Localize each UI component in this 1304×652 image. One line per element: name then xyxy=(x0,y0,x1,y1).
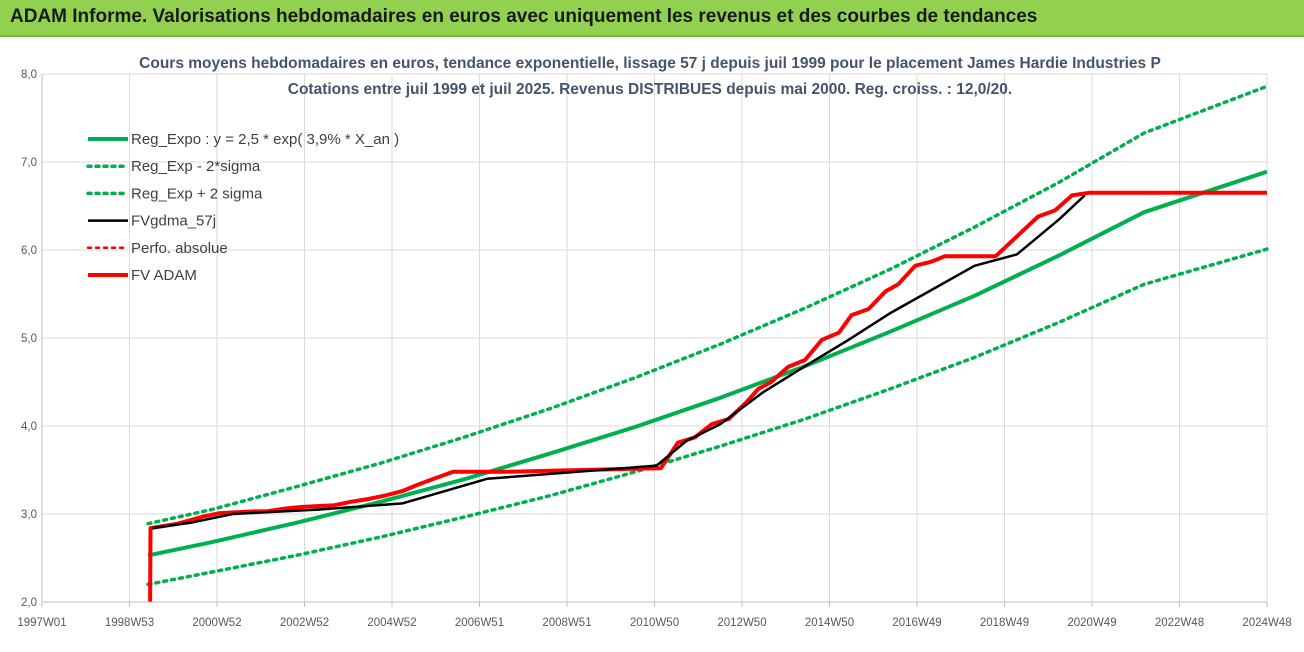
x-tick-label: 1997W01 xyxy=(17,617,66,629)
chart-title: Cours moyens hebdomadaires en euros, ten… xyxy=(139,55,1161,72)
series-line-reg-plus-2sigma xyxy=(146,84,1269,526)
y-tick-label: 8,0 xyxy=(21,69,37,81)
x-tick-label: 2024W48 xyxy=(1242,617,1291,629)
chart-legend: Reg_Expo : y = 2,5 * exp( 3,9% * X_an ) R… xyxy=(86,131,399,284)
series-line-reg-minus-2sigma xyxy=(146,247,1269,587)
x-tick-label: 2004W52 xyxy=(367,617,416,629)
y-tick-label: 5,0 xyxy=(21,333,37,345)
legend-label: Reg_Expo : y = 2,5 * exp( 3,9% * X_an ) xyxy=(131,131,399,148)
chart-series xyxy=(146,84,1269,603)
legend-label: Reg_Exp + 2 sigma xyxy=(131,185,263,202)
chart: 2,0 3,0 4,0 5,0 6,0 7,0 8,0 1997W01 1998W53 2000W… xyxy=(0,37,1304,652)
x-tick-label: 2002W52 xyxy=(280,617,329,629)
x-tick-label: 2018W49 xyxy=(980,617,1029,629)
page-title: ADAM Informe. Valorisations hebdomadaire… xyxy=(10,6,1038,27)
y-tick-label: 2,0 xyxy=(21,597,37,609)
y-tick-label: 3,0 xyxy=(21,509,37,521)
series-line-fvgdma xyxy=(152,194,1086,530)
legend-label: Reg_Exp - 2*sigma xyxy=(131,158,261,175)
y-tick-label: 7,0 xyxy=(21,157,37,169)
chart-grid xyxy=(41,73,1268,603)
chart-axes: 2,0 3,0 4,0 5,0 6,0 7,0 8,0 1997W01 1998W53 2000W… xyxy=(17,69,1291,629)
x-tick-label: 2020W49 xyxy=(1067,617,1116,629)
x-tick-label: 2008W51 xyxy=(542,617,591,629)
x-tick-label: 2012W50 xyxy=(717,617,766,629)
x-tick-label: 2000W52 xyxy=(192,617,241,629)
x-tick-label: 2014W50 xyxy=(805,617,854,629)
x-tick-label: 2022W48 xyxy=(1155,617,1204,629)
y-tick-label: 6,0 xyxy=(21,245,37,257)
x-tick-label: 1998W53 xyxy=(105,617,154,629)
x-tick-label: 2006W51 xyxy=(455,617,504,629)
y-tick-label: 4,0 xyxy=(21,421,37,433)
legend-label: FV ADAM xyxy=(131,267,197,284)
x-tick-label: 2016W49 xyxy=(892,617,941,629)
legend-label: Perfo. absolue xyxy=(131,240,228,257)
legend-label: FVgdma_57j xyxy=(131,213,216,230)
x-tick-label: 2010W50 xyxy=(630,617,679,629)
series-line-reg-expo xyxy=(147,169,1268,558)
chart-subtitle: Cotations entre juil 1999 et juil 2025. … xyxy=(288,81,1012,98)
header-bar: ADAM Informe. Valorisations hebdomadaire… xyxy=(0,0,1304,37)
